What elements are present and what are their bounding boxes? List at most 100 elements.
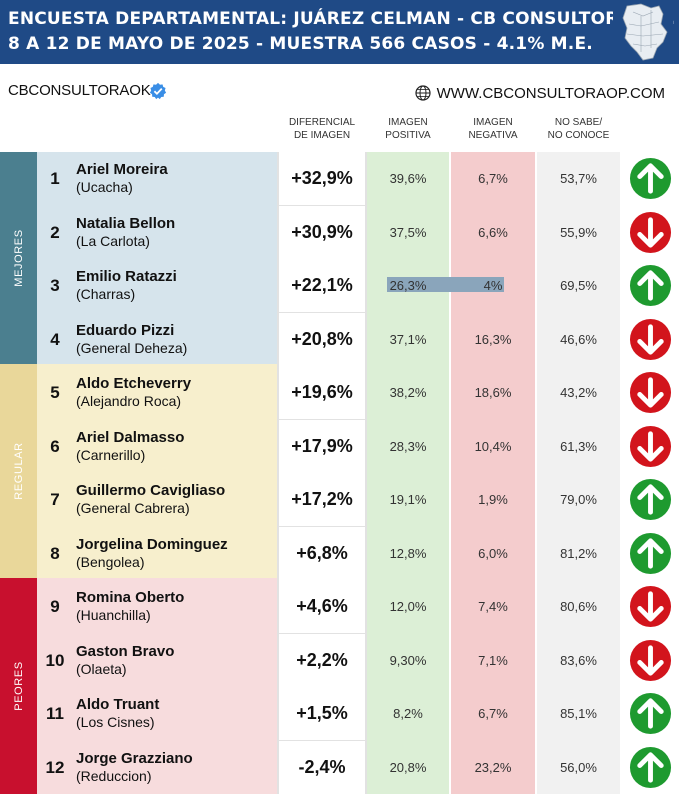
diferencial-value: +32,9% (279, 152, 365, 205)
rank-number: 3 (50, 276, 60, 295)
col-header-no-sabe: NO SABE/ NO CONOCE (537, 116, 620, 142)
col-header-line: NO CONOCE (547, 130, 610, 141)
negativa-value: 16,3% (474, 331, 512, 347)
rank-number: 2 (50, 222, 60, 242)
arrow-up-icon (629, 692, 672, 735)
column-no-sabe-bg (537, 152, 620, 794)
no-sabe-value: 43,2% (560, 385, 597, 400)
diferencial-value: +2,2% (279, 633, 365, 687)
band-peores (37, 578, 277, 794)
negativa-value: 6,7% (478, 706, 508, 721)
col-header-line: NEGATIVA (468, 130, 518, 141)
diferencial-value: +17,2% (279, 473, 365, 526)
negativa-value: 7,1% (478, 652, 508, 668)
candidate-name: Eduardo Pizzi (76, 321, 175, 339)
table-row: 9 Romina Oberto (Huanchilla) +4,6% 12,0% 7,4%… (0, 580, 679, 633)
no-sabe-value: 69,5% (560, 278, 597, 293)
no-sabe-value: 83,6% (560, 652, 597, 668)
candidate-location: (Carnerillo) (76, 446, 146, 463)
candidate-name: Gaston Bravo (76, 642, 175, 660)
website-url: WWW.CBCONSULTORAOP.COM (436, 85, 665, 102)
col-header-line: NO SABE/ (554, 117, 603, 128)
rank-number: 10 (45, 650, 65, 670)
group-mejores: MEJORES (0, 152, 37, 364)
candidate-location: (La Carlota) (76, 232, 150, 249)
no-sabe-value: 61,3% (560, 438, 597, 454)
col-header-line: DIFERENCIAL (288, 117, 356, 128)
negativa-value: 23,2% (474, 759, 512, 775)
negativa-value: 7,4% (478, 599, 508, 614)
verified-badge-icon (149, 82, 167, 100)
negativa-value: 4% (483, 278, 503, 293)
candidate-name: Natalia Bellon (76, 214, 176, 232)
candidate-name: Jorge Grazziano (76, 749, 193, 767)
arrow-down-icon (629, 639, 672, 681)
candidate-location: (General Deheza) (76, 339, 188, 356)
rank-number: 5 (50, 383, 60, 402)
table-row: 6 Ariel Dalmasso (Carnerillo) +17,9% 28,3% 10… (0, 419, 679, 473)
positiva-value: 28,3% (389, 438, 427, 454)
candidate-location: (Charras) (76, 286, 136, 302)
candidate-location: (Los Cisnes) (76, 714, 155, 730)
diferencial-value: -2,4% (279, 740, 365, 794)
arrow-up-icon (629, 746, 672, 788)
negativa-value: 6,7% (478, 171, 508, 186)
candidate-location: (Alejandro Roca) (76, 393, 182, 409)
no-sabe-value: 46,6% (560, 331, 597, 347)
diferencial-value: +1,5% (279, 687, 365, 740)
table-row: 12 Jorge Grazziano (Reduccion) -2,4% 20,8% 23… (0, 740, 679, 794)
candidate-name: Emilio Ratazzi (76, 268, 177, 285)
band-mejores (37, 152, 277, 364)
col-header-positiva: IMAGEN POSITIVA (367, 116, 449, 142)
rank-number: 4 (50, 329, 60, 349)
candidate-location: (Huanchilla) (76, 607, 151, 623)
diferencial-value: +22,1% (279, 259, 365, 312)
positiva-value: 37,5% (389, 224, 427, 240)
no-sabe-value: 55,9% (560, 224, 597, 240)
col-header-negativa: IMAGEN NEGATIVA (451, 116, 535, 142)
globe-icon (415, 85, 431, 101)
rank-number: 12 (45, 757, 65, 777)
rank-number: 6 (50, 436, 60, 456)
negativa-value: 10,4% (474, 438, 512, 454)
rank-number: 7 (50, 490, 60, 509)
negativa-value: 1,9% (478, 492, 508, 507)
arrow-down-icon (629, 585, 672, 628)
no-sabe-value: 53,7% (560, 171, 597, 186)
arrow-down-icon (629, 371, 672, 414)
no-sabe-value: 56,0% (560, 759, 597, 775)
rank-number: 11 (46, 704, 64, 723)
no-sabe-value: 80,6% (560, 599, 597, 614)
rank-number: 1 (50, 169, 60, 188)
candidate-name: Aldo Truant (76, 696, 160, 713)
col-header-line: IMAGEN (388, 117, 428, 128)
candidate-name: Romina Oberto (76, 589, 185, 606)
positiva-value: 38,2% (389, 385, 427, 400)
website[interactable]: WWW.CBCONSULTORAOP.COM (415, 85, 665, 102)
candidate-location: (General Cabrera) (76, 500, 190, 516)
positiva-value: 8,2% (393, 706, 423, 721)
diferencial-value: +17,9% (279, 419, 365, 473)
band-regular (37, 364, 277, 578)
positiva-value: 12,0% (389, 599, 427, 614)
table-row: 7 Guillermo Cavigliaso (General Cabrera) +1… (0, 473, 679, 526)
diferencial-value: +6,8% (279, 526, 365, 580)
candidate-name: Ariel Moreira (76, 161, 168, 178)
no-sabe-value: 81,2% (560, 545, 597, 561)
candidate-name: Aldo Etcheverry (76, 375, 192, 392)
column-positiva-bg (367, 152, 449, 794)
arrow-down-icon (629, 425, 672, 467)
table-row: 11 Aldo Truant (Los Cisnes) +1,5% 8,2% 6,7% 85… (0, 687, 679, 740)
group-regular: REGULAR (0, 364, 37, 578)
rank-number: 9 (50, 597, 60, 616)
diferencial-value: +20,8% (279, 312, 365, 366)
column-negativa-bg (451, 152, 535, 794)
positiva-value: 12,8% (389, 545, 427, 561)
diferencial-value: +4,6% (279, 580, 365, 633)
positiva-value: 20,8% (389, 759, 427, 775)
diferencial-value: +19,6% (279, 366, 365, 419)
header-bar: ENCUESTA DEPARTAMENTAL: JUÁREZ CELMAN - … (0, 0, 679, 64)
positiva-value: 9,30% (389, 652, 427, 668)
candidate-location: (Reduccion) (76, 767, 152, 784)
no-sabe-value: 85,1% (560, 706, 597, 721)
